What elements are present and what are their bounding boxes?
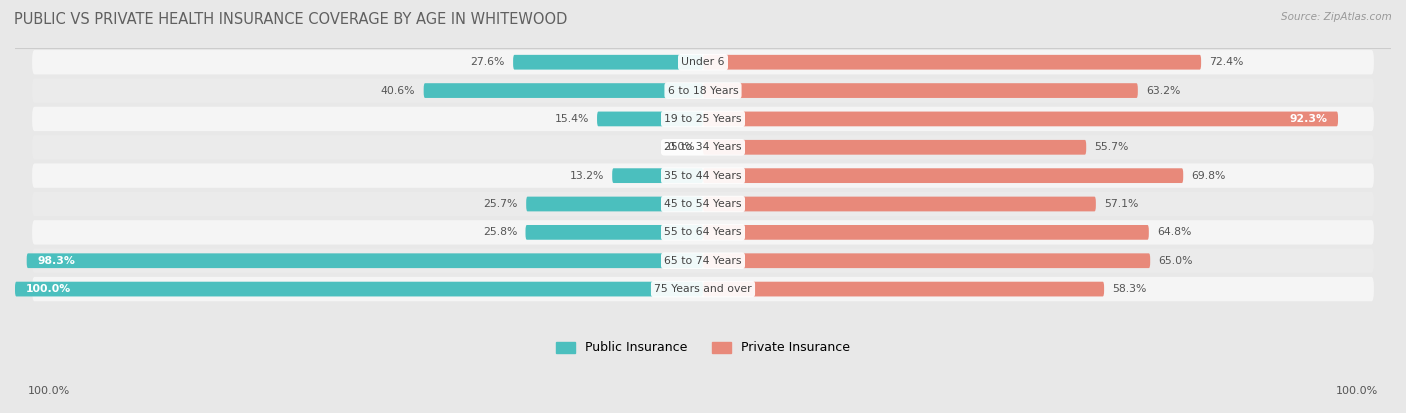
Text: 25.8%: 25.8%: [482, 228, 517, 237]
Text: 100.0%: 100.0%: [1336, 387, 1378, 396]
Legend: Public Insurance, Private Insurance: Public Insurance, Private Insurance: [551, 337, 855, 359]
Text: 35 to 44 Years: 35 to 44 Years: [664, 171, 742, 180]
Text: 25.7%: 25.7%: [484, 199, 517, 209]
Text: 13.2%: 13.2%: [569, 171, 605, 180]
Text: 57.1%: 57.1%: [1104, 199, 1139, 209]
FancyBboxPatch shape: [703, 83, 1137, 98]
FancyBboxPatch shape: [32, 192, 1374, 216]
Text: 64.8%: 64.8%: [1157, 228, 1191, 237]
Text: PUBLIC VS PRIVATE HEALTH INSURANCE COVERAGE BY AGE IN WHITEWOOD: PUBLIC VS PRIVATE HEALTH INSURANCE COVER…: [14, 12, 568, 27]
Text: 15.4%: 15.4%: [554, 114, 589, 124]
FancyBboxPatch shape: [32, 164, 1374, 188]
Text: Under 6: Under 6: [682, 57, 724, 67]
FancyBboxPatch shape: [423, 83, 703, 98]
FancyBboxPatch shape: [703, 253, 1150, 268]
Text: 19 to 25 Years: 19 to 25 Years: [664, 114, 742, 124]
Text: Source: ZipAtlas.com: Source: ZipAtlas.com: [1281, 12, 1392, 22]
Text: 0.0%: 0.0%: [666, 142, 695, 152]
Text: 40.6%: 40.6%: [381, 85, 415, 95]
Text: 27.6%: 27.6%: [471, 57, 505, 67]
Text: 25 to 34 Years: 25 to 34 Years: [664, 142, 742, 152]
FancyBboxPatch shape: [703, 225, 1149, 240]
FancyBboxPatch shape: [32, 220, 1374, 244]
Text: 69.8%: 69.8%: [1191, 171, 1226, 180]
FancyBboxPatch shape: [32, 78, 1374, 103]
Text: 100.0%: 100.0%: [28, 387, 70, 396]
Text: 45 to 54 Years: 45 to 54 Years: [664, 199, 742, 209]
FancyBboxPatch shape: [703, 112, 1339, 126]
FancyBboxPatch shape: [703, 55, 1201, 70]
Text: 63.2%: 63.2%: [1146, 85, 1181, 95]
FancyBboxPatch shape: [703, 197, 1095, 211]
FancyBboxPatch shape: [703, 282, 1104, 297]
Text: 55 to 64 Years: 55 to 64 Years: [664, 228, 742, 237]
Text: 75 Years and over: 75 Years and over: [654, 284, 752, 294]
FancyBboxPatch shape: [526, 197, 703, 211]
FancyBboxPatch shape: [32, 50, 1374, 74]
FancyBboxPatch shape: [598, 112, 703, 126]
Text: 55.7%: 55.7%: [1094, 142, 1129, 152]
FancyBboxPatch shape: [526, 225, 703, 240]
FancyBboxPatch shape: [32, 249, 1374, 273]
Text: 6 to 18 Years: 6 to 18 Years: [668, 85, 738, 95]
FancyBboxPatch shape: [27, 253, 703, 268]
Text: 92.3%: 92.3%: [1289, 114, 1327, 124]
Text: 58.3%: 58.3%: [1112, 284, 1147, 294]
FancyBboxPatch shape: [513, 55, 703, 70]
FancyBboxPatch shape: [32, 277, 1374, 301]
Text: 98.3%: 98.3%: [37, 256, 75, 266]
Text: 100.0%: 100.0%: [25, 284, 70, 294]
Text: 65.0%: 65.0%: [1159, 256, 1192, 266]
FancyBboxPatch shape: [703, 168, 1184, 183]
FancyBboxPatch shape: [612, 168, 703, 183]
Text: 72.4%: 72.4%: [1209, 57, 1244, 67]
FancyBboxPatch shape: [15, 282, 703, 297]
Text: 65 to 74 Years: 65 to 74 Years: [664, 256, 742, 266]
FancyBboxPatch shape: [32, 107, 1374, 131]
FancyBboxPatch shape: [703, 140, 1087, 154]
FancyBboxPatch shape: [32, 135, 1374, 159]
